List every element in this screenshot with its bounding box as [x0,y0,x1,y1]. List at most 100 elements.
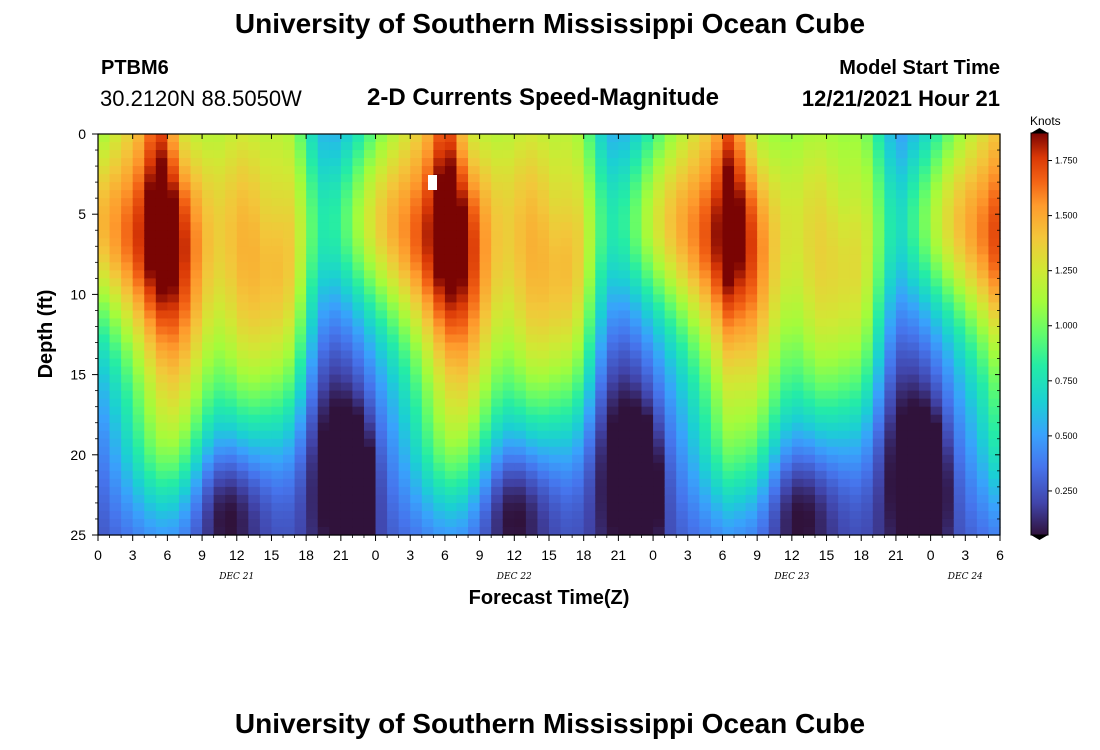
heatmap-cell [155,414,168,424]
heatmap-cell [352,134,365,143]
heatmap-cell [595,150,608,159]
heatmap-cell [259,486,273,496]
heatmap-cell [629,526,643,536]
heatmap-cell [872,422,885,432]
heatmap-cell [248,502,261,512]
heatmap-cell [421,366,434,376]
heatmap-cell [306,366,319,376]
heatmap-cell [317,158,330,167]
heatmap-cell [953,462,966,472]
heatmap-cell [144,214,157,223]
heatmap-cell [155,150,168,159]
heatmap-cell [734,486,747,496]
heatmap-cell [953,278,966,287]
heatmap-cell [410,406,423,416]
heatmap-cell [421,310,434,320]
heatmap-cell [294,310,307,320]
heatmap-cell [259,382,273,392]
heatmap-cell [317,358,330,368]
heatmap-cell [583,414,596,424]
heatmap-cell [363,462,377,472]
heatmap-cell [930,446,943,456]
heatmap-cell [514,174,527,183]
heatmap-cell [838,254,851,263]
heatmap-cell [653,398,666,408]
heatmap-cell [838,510,851,520]
heatmap-cell [676,366,689,376]
heatmap-cell [907,318,920,328]
heatmap-cell [919,502,932,512]
heatmap-cell [942,366,955,376]
heatmap-cell [283,278,296,287]
heatmap-cell [375,334,388,344]
heatmap-cell [549,150,562,159]
heatmap-cell [479,238,492,247]
heatmap-cell [699,366,712,376]
heatmap-cell [734,254,747,263]
heatmap-cell [861,158,874,167]
heatmap-cell [421,222,434,231]
heatmap-cell [988,414,1001,424]
heatmap-cell [549,366,562,376]
heatmap-cell [930,422,943,432]
heatmap-cell [895,254,909,263]
heatmap-cell [676,302,689,312]
heatmap-cell [479,430,492,440]
heatmap-cell [664,182,677,191]
heatmap-cell [861,382,874,392]
heatmap-cell [930,198,943,207]
heatmap-cell [919,462,932,472]
heatmap-cell [294,318,307,328]
heatmap-cell [953,230,966,239]
heatmap-cell [664,166,677,175]
heatmap-cell [595,462,608,472]
heatmap-cell [606,414,619,424]
heatmap-cell [468,478,481,488]
heatmap-cell [549,462,562,472]
colorbar [1030,132,1049,536]
heatmap-cell [514,198,527,207]
heatmap-cell [109,214,122,223]
heatmap-cell [387,270,400,279]
heatmap-cell [433,326,446,336]
heatmap-cell [838,462,851,472]
heatmap-cell [838,430,851,440]
heatmap-cell [976,262,990,271]
heatmap-cell [340,254,354,263]
heatmap-cell [872,278,885,287]
heatmap-cell [849,374,862,384]
heatmap-cell [283,230,296,239]
heatmap-cell [213,358,226,368]
heatmap-cell [687,366,700,376]
heatmap-cell [329,438,342,448]
heatmap-cell [919,382,932,392]
heatmap-cell [629,502,643,512]
heatmap-cell [433,454,446,464]
heatmap-cell [444,470,458,480]
heatmap-cell [537,262,550,271]
heatmap-cell [236,518,249,528]
heatmap-cell [768,318,781,328]
heatmap-cell [734,478,747,488]
heatmap-cell [225,206,238,215]
heatmap-cell [352,270,365,279]
heatmap-cell [861,326,874,336]
heatmap-cell [479,262,492,271]
heatmap-cell [606,142,619,151]
heatmap-cell [930,246,943,255]
heatmap-cell [861,278,874,287]
heatmap-cell [525,174,539,183]
heatmap-cell [132,414,145,424]
heatmap-cell [780,454,793,464]
heatmap-cell [872,350,885,360]
heatmap-cell [791,214,805,223]
heatmap-cell [791,174,805,183]
heatmap-cell [791,342,805,352]
heatmap-cell [375,366,388,376]
heatmap-cell [537,206,550,215]
heatmap-cell [560,478,573,488]
heatmap-cell [132,430,145,440]
heatmap-cell [988,318,1001,328]
heatmap-cell [514,350,527,360]
heatmap-cell [329,182,342,191]
